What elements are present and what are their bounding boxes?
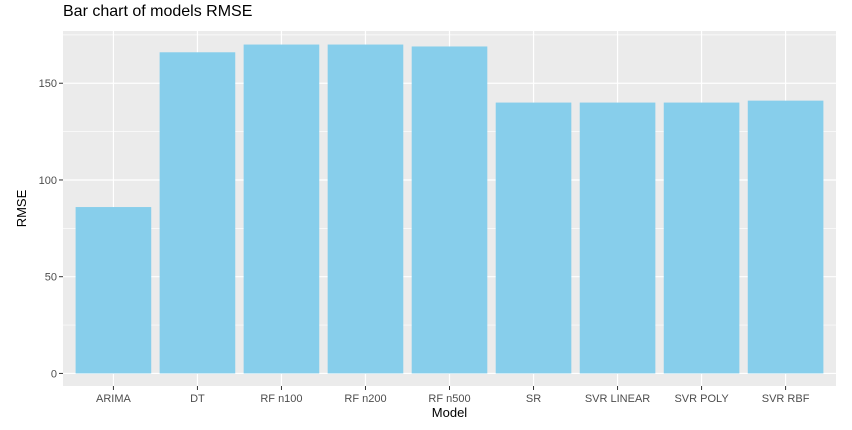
bar-rf-n100 [243,44,320,374]
bar-rf-n500 [411,46,488,374]
y-tick-label: 150 [39,78,57,90]
y-tick-label: 50 [45,272,57,284]
x-tick-label: RF n200 [344,393,386,405]
bar-rf-n200 [327,44,404,374]
y-axis-title: RMSE [14,189,29,227]
x-tick-label: SR [526,393,541,405]
y-axis-ticks: 0 50 100 150 [39,78,63,380]
x-axis-ticks: ARIMA DT RF n100 RF n200 RF n500 SR SVR LINEAR… [96,386,810,405]
y-tick-label: 0 [51,368,57,380]
bar-dt [159,52,236,374]
bar-svr-linear [579,102,656,374]
chart-title: Bar chart of models RMSE [63,3,253,20]
x-tick-label: SVR RBF [762,393,810,405]
x-axis-title: Model [432,405,468,420]
bar-arima [75,207,152,374]
bars [75,44,824,374]
bar-svr-poly [663,102,740,374]
x-tick-label: SVR POLY [674,393,729,405]
y-tick-label: 100 [39,175,57,187]
x-tick-label: SVR LINEAR [585,393,650,405]
x-tick-label: ARIMA [96,393,132,405]
bar-sr [495,102,572,374]
x-tick-label: RF n500 [428,393,470,405]
x-tick-label: RF n100 [260,393,302,405]
bar-svr-rbf [747,100,824,374]
x-tick-label: DT [190,393,205,405]
